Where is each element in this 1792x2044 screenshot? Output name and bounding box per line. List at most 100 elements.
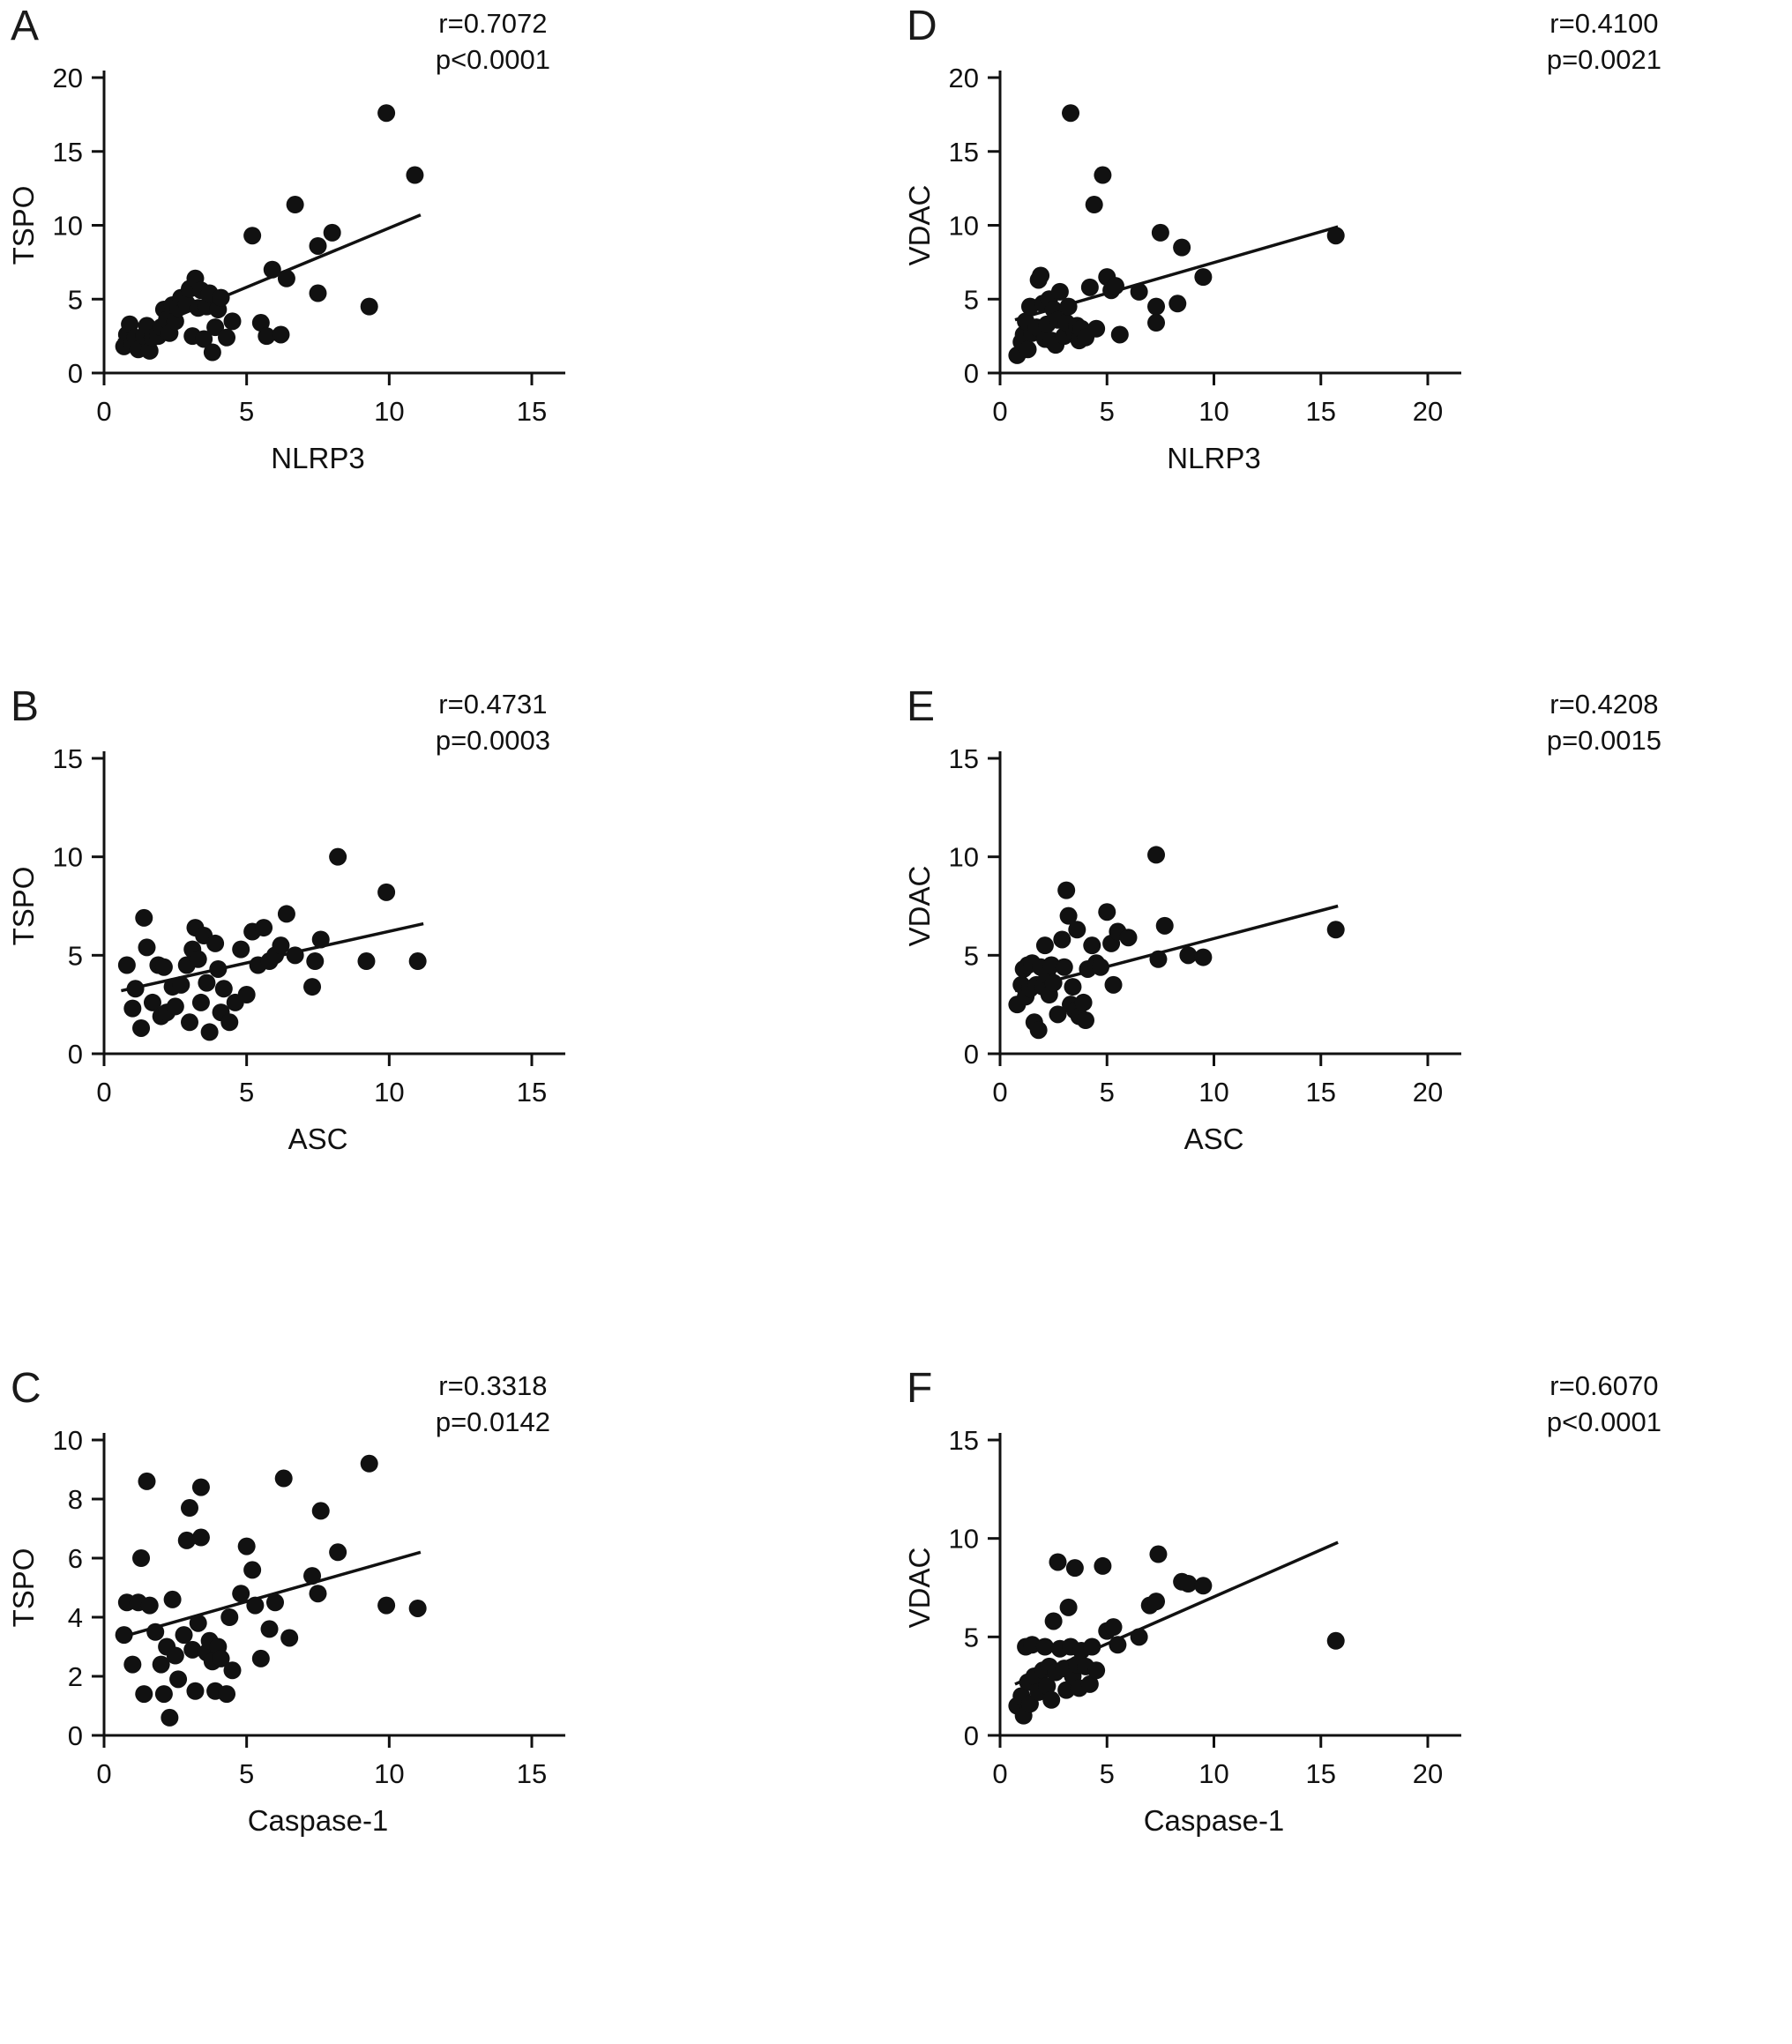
- y-tick-label: 10: [53, 842, 83, 873]
- panel-letter-d: D: [907, 3, 938, 49]
- data-point: [140, 341, 159, 360]
- panel-letter-b: B: [11, 683, 41, 730]
- data-point: [163, 1590, 182, 1608]
- x-tick-label: 15: [1306, 396, 1336, 427]
- x-tick-label: 10: [374, 1077, 404, 1108]
- x-axis-label: NLRP3: [271, 442, 364, 474]
- y-axis-label: VDAC: [903, 1548, 936, 1629]
- data-point: [243, 227, 262, 245]
- data-point: [206, 934, 225, 952]
- data-point: [303, 978, 322, 996]
- data-point: [140, 1596, 159, 1615]
- x-axis-label: Caspase-1: [248, 1804, 389, 1837]
- data-point: [1044, 1612, 1063, 1630]
- data-point: [1053, 930, 1071, 949]
- data-point: [123, 1655, 142, 1674]
- correlation-annotation-f: r=0.6070 p<0.0001: [1547, 1368, 1661, 1440]
- data-point: [186, 1682, 205, 1700]
- data-point: [1087, 1661, 1106, 1680]
- scatter-plot-a: 0 5 10 15 20 0 5 10 15 NLRP3 TSPO: [7, 63, 565, 474]
- data-point: [1035, 1637, 1054, 1656]
- data-point: [1029, 1021, 1048, 1040]
- x-tick-label: 10: [1198, 396, 1228, 427]
- data-point: [175, 1626, 193, 1645]
- data-point: [152, 1655, 170, 1674]
- y-tick-label: 0: [68, 358, 83, 389]
- y-tick-label: 15: [949, 743, 979, 774]
- data-point: [1194, 948, 1213, 966]
- data-point: [121, 315, 139, 333]
- x-tick-label: 10: [1198, 1077, 1228, 1108]
- data-point: [1055, 958, 1073, 976]
- data-point: [1049, 1005, 1067, 1024]
- data-point: [166, 312, 184, 331]
- data-point: [1151, 223, 1169, 242]
- data-point: [1104, 1618, 1123, 1637]
- data-point: [117, 956, 136, 974]
- data-point: [143, 993, 161, 1011]
- data-point: [272, 936, 290, 955]
- y-tick-label: 20: [949, 63, 979, 93]
- data-point: [246, 1596, 265, 1615]
- data-point: [191, 1478, 210, 1496]
- y-tick-label: 10: [53, 211, 83, 242]
- y-tick-label: 10: [949, 842, 979, 873]
- data-point: [1094, 166, 1112, 184]
- x-axis-label: Caspase-1: [1144, 1804, 1285, 1837]
- data-point: [1326, 921, 1345, 939]
- x-tick-label: 15: [517, 1758, 547, 1789]
- panel-f: F r=0.6070 p<0.0001 0 5 10 15 0 5 10 15 20 Caspas…: [896, 1362, 1792, 2044]
- data-point: [1080, 278, 1099, 296]
- x-tick-label: 15: [1306, 1077, 1336, 1108]
- scatter-plot-f: 0 5 10 15 0 5 10 15 20 Caspase-1 VDAC: [903, 1425, 1461, 1837]
- data-point: [1032, 266, 1050, 285]
- panel-letter-e: E: [907, 683, 937, 730]
- data-point: [191, 1528, 210, 1547]
- data-point: [1057, 881, 1076, 899]
- data-point: [274, 1469, 293, 1488]
- panel-b: B r=0.4731 p=0.0003 0 5 10 15 0 5 10 15 ASC TSPO: [0, 681, 896, 1362]
- data-point: [195, 330, 213, 348]
- data-point: [377, 883, 396, 901]
- y-tick-label: 2: [68, 1661, 83, 1692]
- data-point: [272, 325, 290, 344]
- data-point: [1035, 936, 1054, 955]
- scatter-plot-b: 0 5 10 15 0 5 10 15 ASC TSPO: [7, 743, 565, 1155]
- data-point: [357, 952, 376, 971]
- panel-d: D r=0.4100 p=0.0021 0 5 10 15 20 0 5 10 15 20 NLRP…: [896, 0, 1792, 681]
- data-point: [1169, 295, 1187, 313]
- x-axis-label: ASC: [288, 1123, 348, 1155]
- data-point: [1194, 268, 1213, 287]
- data-point: [132, 1018, 151, 1037]
- data-point: [115, 1626, 133, 1645]
- data-point: [1179, 1575, 1198, 1593]
- data-point: [1104, 975, 1123, 994]
- data-point: [123, 999, 142, 1018]
- data-point: [1147, 297, 1166, 316]
- data-point: [311, 1502, 330, 1520]
- x-tick-label: 0: [96, 1758, 111, 1789]
- data-point: [132, 1549, 151, 1567]
- data-point: [277, 269, 295, 287]
- data-point: [220, 1013, 239, 1032]
- x-tick-label: 20: [1413, 1758, 1443, 1789]
- y-tick-label: 15: [949, 1425, 979, 1456]
- data-point: [303, 1567, 322, 1585]
- r-value: r=0.7072: [438, 8, 548, 39]
- data-point: [212, 288, 230, 307]
- data-point: [329, 847, 347, 866]
- data-point: [1062, 104, 1080, 123]
- data-point: [1059, 906, 1078, 925]
- data-point: [1106, 277, 1124, 295]
- x-tick-label: 5: [239, 396, 254, 427]
- data-point: [360, 297, 378, 316]
- y-tick-label: 4: [68, 1602, 83, 1633]
- data-point: [309, 236, 327, 255]
- y-axis-label: TSPO: [7, 867, 40, 946]
- data-point: [1038, 1677, 1057, 1696]
- data-point: [166, 1646, 184, 1665]
- data-point: [223, 312, 242, 331]
- panel-c: C r=0.3318 p=0.0142 0 2 4 6 8 10 0 5 10 15 Caspase…: [0, 1362, 896, 2044]
